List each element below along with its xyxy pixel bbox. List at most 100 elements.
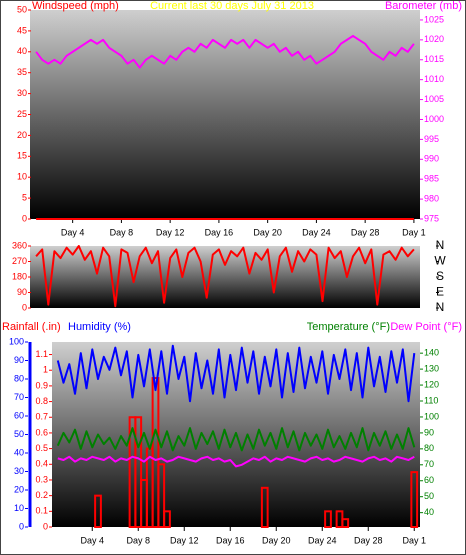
tick-label: 980 <box>424 193 439 203</box>
tick-label: 100 <box>9 336 24 346</box>
x-tick-label: Day 12 <box>170 535 199 545</box>
tick-label: 1020 <box>424 34 444 44</box>
rain-bar <box>134 416 143 529</box>
tick-label: 70 <box>424 459 434 469</box>
tick-label: N <box>436 300 445 314</box>
tick-label: 130 <box>424 363 439 373</box>
series-line <box>35 245 415 308</box>
tick-label: 80 <box>14 373 24 383</box>
tick-label: 1 <box>43 365 48 375</box>
x-tick-label: Day 20 <box>262 535 291 545</box>
tick-label: 10 <box>14 503 24 513</box>
tick-label: 0.1 <box>35 506 48 516</box>
x-tick-label: Day 4 <box>61 227 85 237</box>
charts-layer: 0510152025303540455097598098599099510001… <box>2 0 462 545</box>
tick-label: 40 <box>14 447 24 457</box>
tick-label: 90 <box>17 287 27 297</box>
tick-label: 1015 <box>424 54 444 64</box>
x-tick-label: Day 28 <box>351 227 380 237</box>
tick-label: 30 <box>17 88 27 98</box>
tick-label: 15 <box>17 151 27 161</box>
x-tick-label: Day 20 <box>253 227 282 237</box>
tick-label: 0.5 <box>35 443 48 453</box>
tick-label: 975 <box>424 213 439 223</box>
tick-label: 1010 <box>424 74 444 84</box>
tick-label: E <box>436 285 444 299</box>
axis-title: Rainfall (.in) <box>2 321 61 333</box>
tick-label: 90 <box>14 355 24 365</box>
x-tick-label: Day 24 <box>308 535 337 545</box>
tick-label: 1.1 <box>35 349 48 359</box>
x-tick-label: Day 16 <box>216 535 245 545</box>
tick-label: 0.4 <box>35 459 48 469</box>
tick-label: 0.9 <box>35 380 48 390</box>
tick-label: 1005 <box>424 94 444 104</box>
series-line <box>56 427 416 452</box>
tick-label: 0.7 <box>35 412 48 422</box>
tick-label: 0 <box>22 213 27 223</box>
axis-title: Temperature (°F) <box>307 321 390 333</box>
tick-label: 70 <box>14 392 24 402</box>
axis-title: Barometer (mb) <box>385 0 462 12</box>
tick-label: 0.3 <box>35 474 48 484</box>
tick-label: 35 <box>17 67 27 77</box>
rain-bar <box>94 494 102 529</box>
tick-label: 40 <box>17 46 27 56</box>
tick-label: 0 <box>22 302 27 312</box>
tick-label: 50 <box>424 491 434 501</box>
tick-label: S <box>436 269 444 283</box>
tick-label: 45 <box>17 25 27 35</box>
tick-label: 90 <box>424 427 434 437</box>
tick-label: 360 <box>12 240 27 250</box>
x-tick-label: Day 4 <box>80 535 104 545</box>
tick-label: 50 <box>17 4 27 14</box>
tick-label: 1025 <box>424 14 444 24</box>
plot-background <box>30 246 420 308</box>
tick-label: 10 <box>17 172 27 182</box>
tick-label: 20 <box>17 130 27 140</box>
x-tick-label: Day 28 <box>354 535 383 545</box>
tick-label: 1000 <box>424 114 444 124</box>
rain-bar <box>151 377 160 528</box>
tick-label: 30 <box>14 466 24 476</box>
x-tick-label: Day 8 <box>126 535 150 545</box>
tick-label: N <box>436 238 445 252</box>
tick-label: 110 <box>424 395 438 405</box>
tick-label: 140 <box>424 348 439 358</box>
tick-label: 0.2 <box>35 490 48 500</box>
rain-bar <box>324 510 332 528</box>
tick-label: 60 <box>424 475 434 485</box>
tick-label: W <box>434 254 446 268</box>
rain-bar <box>260 486 269 528</box>
series-line <box>35 34 415 69</box>
tick-label: 5 <box>22 192 27 202</box>
series-line <box>57 455 415 468</box>
tick-label: 180 <box>12 271 27 281</box>
tick-label: 990 <box>424 154 439 164</box>
tick-label: 25 <box>17 109 27 119</box>
rain-bar <box>341 518 350 528</box>
series-line <box>56 344 416 403</box>
axis-title: Dew Point (°F) <box>390 321 462 333</box>
x-tick-label: Day 1 <box>402 227 426 237</box>
axis-title: Current last 30 days July 31 2013 <box>150 0 314 12</box>
tick-label: 0 <box>43 521 48 531</box>
tick-label: 20 <box>14 484 24 494</box>
x-tick-label: Day 1 <box>402 535 426 545</box>
x-tick-label: Day 12 <box>156 227 185 237</box>
rain-bar <box>157 463 166 529</box>
rain-bar <box>410 471 419 528</box>
tick-label: 270 <box>12 256 27 266</box>
tick-label: 40 <box>424 507 434 517</box>
tick-label: 80 <box>424 443 434 453</box>
tick-label: 0.6 <box>35 427 48 437</box>
rain-bar <box>163 510 171 528</box>
x-tick-label: Day 8 <box>110 227 134 237</box>
x-tick-label: Day 16 <box>205 227 234 237</box>
tick-label: 100 <box>424 411 439 421</box>
tick-label: 0 <box>19 521 24 531</box>
tick-label: 995 <box>424 134 439 144</box>
tick-label: 50 <box>14 429 24 439</box>
tick-label: 120 <box>424 379 439 389</box>
